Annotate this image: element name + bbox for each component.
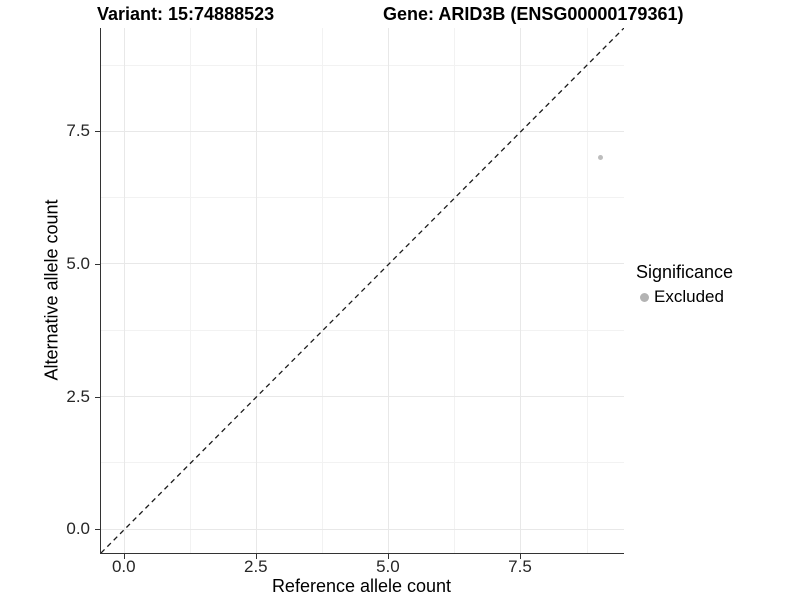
plot-title-gene: Gene: ARID3B (ENSG00000179361) <box>383 4 684 24</box>
y-gridline-minor <box>101 329 624 331</box>
legend-key-dot-icon <box>640 292 649 302</box>
y-tick-mark <box>95 529 100 531</box>
y-gridline-minor <box>101 64 624 66</box>
x-gridline-minor <box>322 28 324 553</box>
y-gridline-major <box>101 263 624 265</box>
y-tick-mark <box>95 263 100 265</box>
x-gridline-major <box>388 28 390 553</box>
y-gridline-major <box>101 396 624 398</box>
y-tick-label: 2.5 <box>66 386 90 406</box>
x-axis-title: Reference allele count <box>271 576 452 596</box>
x-gridline-minor <box>586 28 588 553</box>
legend: Significance Excluded <box>636 262 733 307</box>
x-tick-mark <box>387 554 389 559</box>
legend-entry-excluded: Excluded <box>636 287 733 307</box>
y-gridline-minor <box>101 462 624 464</box>
y-tick-mark <box>95 396 100 398</box>
plot-title-variant: Variant: 15:74888523 <box>97 4 275 24</box>
legend-entry-label: Excluded <box>654 287 724 306</box>
y-tick-mark <box>95 131 100 133</box>
y-gridline-major <box>101 130 624 132</box>
x-gridline-major <box>520 28 522 553</box>
x-gridline-minor <box>190 28 192 553</box>
x-tick-mark <box>123 554 125 559</box>
x-tick-label: 0.0 <box>111 557 136 576</box>
plot-panel <box>100 28 624 554</box>
x-tick-label: 2.5 <box>244 557 268 576</box>
y-gridline-major <box>101 528 624 530</box>
y-axis-title-text: Alternative allele count <box>41 199 62 381</box>
y-gridline-minor <box>101 197 624 199</box>
data-point <box>597 155 603 161</box>
x-tick-mark <box>519 554 521 559</box>
x-gridline-minor <box>454 28 456 553</box>
legend-title: Significance <box>636 262 734 282</box>
y-tick-label: 0.0 <box>66 519 90 539</box>
x-gridline-major <box>124 28 126 553</box>
x-tick-label: 5.0 <box>376 557 400 576</box>
y-tick-label: 7.5 <box>66 121 90 141</box>
x-tick-mark <box>255 554 257 559</box>
x-tick-label: 7.5 <box>508 557 532 576</box>
x-gridline-major <box>256 28 258 553</box>
identity-line <box>101 28 624 553</box>
y-tick-label: 5.0 <box>66 253 90 273</box>
identity-line-layer <box>101 28 624 553</box>
